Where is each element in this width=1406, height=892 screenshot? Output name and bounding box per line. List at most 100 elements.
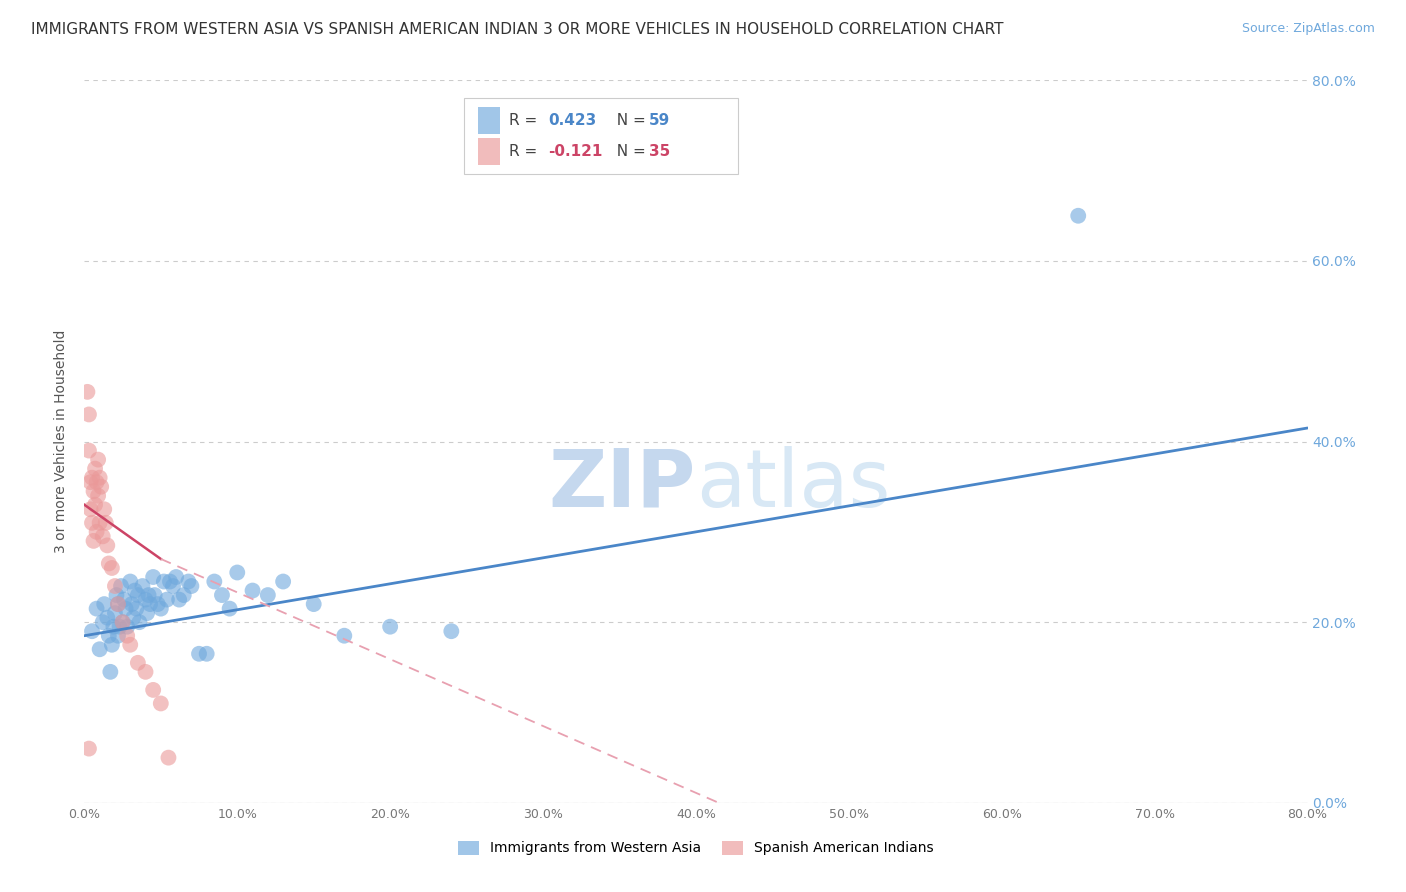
Point [211,588,233,602]
Point [142,682,165,697]
Point [89,516,111,530]
Point [1067,209,1090,223]
Point [91,615,114,630]
Point [115,620,138,634]
Point [128,615,150,630]
Point [107,597,129,611]
Point [77,408,100,422]
Point [162,579,184,593]
Point [440,624,463,639]
Point [104,606,127,620]
Point [77,741,100,756]
Point [157,750,180,764]
Point [87,489,110,503]
Point [84,498,107,512]
Legend: Immigrants from Western Asia, Spanish American Indians: Immigrants from Western Asia, Spanish Am… [453,835,939,861]
Text: 0.423: 0.423 [548,113,596,128]
Point [101,561,124,575]
Point [167,592,190,607]
Point [257,588,280,602]
Text: N =: N = [607,113,651,128]
Point [165,570,187,584]
Point [90,480,112,494]
Text: R =: R = [509,113,541,128]
Point [83,484,105,499]
Point [80,471,103,485]
Point [87,452,110,467]
Point [96,538,118,552]
Point [77,443,100,458]
Point [380,620,402,634]
Point [138,588,160,602]
Point [84,461,107,475]
Text: 35: 35 [650,145,671,160]
Point [80,624,103,639]
Point [218,601,240,615]
Point [180,579,202,593]
Point [177,574,200,589]
Point [111,615,134,630]
Point [97,557,120,571]
Text: atlas: atlas [696,446,890,524]
Point [153,574,176,589]
Point [104,579,127,593]
Text: ZIP: ZIP [548,446,696,524]
Point [86,524,108,539]
Point [89,642,111,657]
Point [131,579,153,593]
Point [122,610,145,624]
Point [98,665,121,679]
Text: Source: ZipAtlas.com: Source: ZipAtlas.com [1241,22,1375,36]
Point [76,384,98,399]
Point [195,647,218,661]
Point [111,615,134,630]
Point [139,597,162,611]
Y-axis label: 3 or more Vehicles in Household: 3 or more Vehicles in Household [55,330,69,553]
Point [242,583,264,598]
Point [127,588,149,602]
Point [149,697,172,711]
Point [79,475,101,490]
Point [120,574,142,589]
Point [93,597,115,611]
Text: IMMIGRANTS FROM WESTERN ASIA VS SPANISH AMERICAN INDIAN 3 OR MORE VEHICLES IN HO: IMMIGRANTS FROM WESTERN ASIA VS SPANISH … [31,22,1004,37]
Point [146,597,169,611]
Point [94,516,117,530]
Point [271,574,294,589]
Point [108,620,131,634]
Point [173,588,195,602]
Point [333,629,356,643]
Point [124,583,146,598]
Point [121,597,143,611]
Point [127,656,149,670]
Point [93,502,115,516]
Point [105,588,128,602]
Point [302,597,325,611]
Point [135,665,157,679]
Point [136,606,159,620]
Point [89,471,111,485]
Point [226,566,249,580]
Point [101,638,124,652]
Point [107,629,129,643]
Point [91,529,114,543]
Point [143,588,166,602]
Point [114,601,136,615]
Point [135,592,157,607]
Text: -0.121: -0.121 [548,145,602,160]
Point [86,601,108,615]
Point [142,570,165,584]
Point [202,574,225,589]
Text: N =: N = [607,145,651,160]
Point [97,629,120,643]
Point [83,533,105,548]
Point [156,592,179,607]
Point [149,601,172,615]
Point [103,620,125,634]
Point [110,579,132,593]
Point [159,574,181,589]
Point [96,610,118,624]
Point [79,502,101,516]
Point [125,601,148,615]
Text: R =: R = [509,145,541,160]
